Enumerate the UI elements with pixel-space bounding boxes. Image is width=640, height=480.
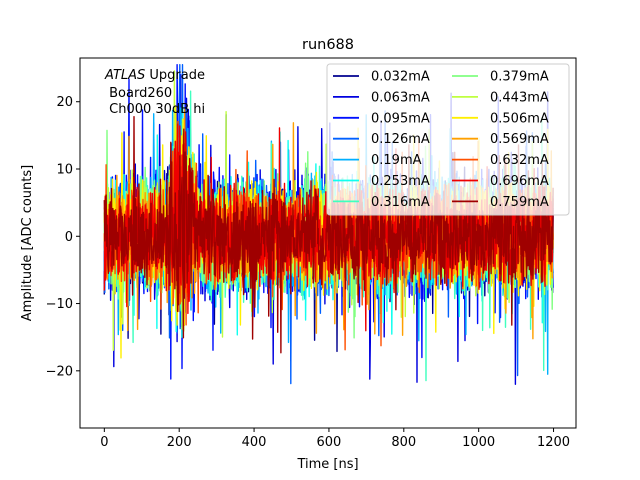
y-axis-label: Amplitude [ADC counts] xyxy=(20,165,35,321)
legend-label: 0.443mA xyxy=(490,90,549,105)
legend-label: 0.759mA xyxy=(490,195,549,210)
chart-title: run688 xyxy=(302,37,354,53)
x-axis-label: Time [ns] xyxy=(296,457,358,472)
annotation-line-3: Ch000 30dB hi xyxy=(105,102,205,117)
y-axis-ticks: −20 −10 0 10 20 xyxy=(46,95,80,379)
series-line xyxy=(103,115,554,354)
x-tick-label: 400 xyxy=(242,435,267,450)
legend-label: 0.632mA xyxy=(490,153,549,168)
y-tick-label: 20 xyxy=(56,95,73,110)
legend-label: 0.379mA xyxy=(490,70,549,85)
legend-label: 0.316mA xyxy=(371,195,430,210)
x-tick-label: 200 xyxy=(167,435,192,450)
legend-label: 0.19mA xyxy=(371,153,422,168)
x-tick-label: 1000 xyxy=(462,435,495,450)
legend-label: 0.063mA xyxy=(371,90,430,105)
x-tick-label: 1200 xyxy=(537,435,570,450)
y-tick-label: 0 xyxy=(65,230,73,245)
legend-box xyxy=(326,63,570,216)
legend-label: 0.126mA xyxy=(371,132,430,147)
x-tick-label: 800 xyxy=(391,435,416,450)
legend-label: 0.095mA xyxy=(371,111,430,126)
legend-label: 0.506mA xyxy=(490,111,549,126)
y-tick-label: −20 xyxy=(46,364,73,379)
annotation-line-1: ATLAS Upgrade xyxy=(104,68,205,83)
series-layer xyxy=(103,63,554,385)
legend-label: 0.569mA xyxy=(490,132,549,147)
annotation-rest: Upgrade xyxy=(145,68,205,83)
y-tick-label: −10 xyxy=(46,297,73,312)
annotation-line-2: Board260 xyxy=(105,86,172,101)
y-tick-label: 10 xyxy=(56,163,73,178)
legend-label: 0.253mA xyxy=(371,174,430,189)
plot-frame xyxy=(79,57,577,429)
legend-label: 0.032mA xyxy=(371,70,430,85)
x-axis-ticks: 0 200 400 600 800 1000 1200 xyxy=(100,428,570,450)
x-tick-label: 0 xyxy=(100,435,108,450)
atlas-annotation: ATLAS Upgrade Board260 Ch000 30dB hi xyxy=(104,68,205,117)
legend-label: 0.696mA xyxy=(490,174,549,189)
legend: 0.032mA 0.063mA 0.095mA 0.126mA 0.19mA 0.253m… xyxy=(326,63,570,216)
x-tick-label: 600 xyxy=(317,435,342,450)
annotation-italic: ATLAS xyxy=(104,68,145,83)
